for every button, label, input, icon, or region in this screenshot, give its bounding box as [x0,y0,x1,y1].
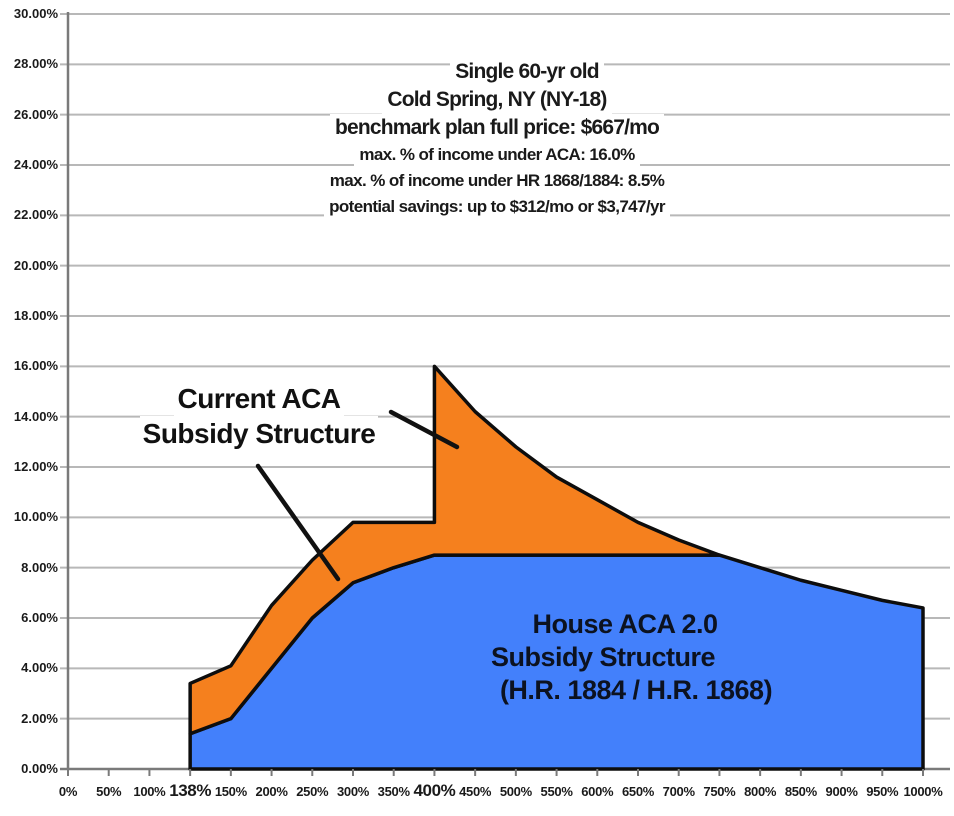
house-aca-label-line-1: House ACA 2.0 [532,609,718,639]
current-aca-area [188,364,722,736]
x-tick-label: 100% [133,784,166,799]
y-tick-label: 16.00% [13,358,58,374]
y-tick-label: 0.00% [21,761,58,776]
x-tick-label: 900% [825,784,858,799]
house-aca-label-line-2: Subsidy Structure [490,642,716,672]
current-aca-label-line-2: Subsidy Structure [109,416,409,451]
house-aca-label: House ACA 2.0 Subsidy Structure (H.R. 18… [455,608,795,707]
y-tick-label: 20.00% [13,257,58,273]
title-line-3: benchmark plan full price: $667/mo [68,114,926,142]
y-tick-label: 4.00% [21,660,58,676]
x-tick-label: 138% [169,781,212,800]
x-tick-label: 800% [744,784,777,799]
annotation-line-lower [255,463,341,582]
x-tick-label: 0% [58,784,78,799]
x-tick-label: 1000% [903,784,943,799]
x-tick-label: 150% [214,784,247,799]
y-tick-label: 18.00% [13,308,58,323]
y-tick-label: 14.00% [13,408,58,424]
annotation-line-upper [388,409,460,450]
y-tick-label: 8.00% [21,559,58,575]
x-tick-label: 200% [255,784,288,799]
x-tick-label: 850% [784,784,817,799]
current-aca-label-line-1: Current ACA [109,381,409,416]
chart-title-block: Single 60-yr old Cold Spring, NY (NY-18)… [68,58,926,220]
x-tick-label: 50% [96,784,122,799]
y-tick-label: 26.00% [13,106,58,122]
y-tick-label: 12.00% [13,459,58,474]
title-line-6: potential savings: up to $312/mo or $3,7… [68,194,926,220]
x-tick-label: 350% [377,784,410,799]
x-tick-label: 650% [621,784,655,799]
y-tick-label: 22.00% [13,207,58,223]
y-tick-label: 24.00% [13,157,58,172]
x-tick-label: 450% [459,784,492,799]
y-tick-label: 2.00% [21,710,58,726]
title-line-2: Cold Spring, NY (NY-18) [68,86,926,114]
title-line-5: max. % of income under HR 1868/1884: 8.5… [68,168,926,194]
x-tick-label: 700% [662,784,695,799]
y-tick-label: 28.00% [13,56,58,72]
y-tick-label: 6.00% [21,610,58,625]
x-tick-label: 500% [499,784,532,799]
x-tick-label: 750% [703,784,736,799]
current-aca-label: Current ACA Subsidy Structure [109,381,409,451]
x-tick-label: 600% [581,784,614,799]
x-tick-label: 250% [296,784,329,799]
x-tick-label: 300% [336,784,370,799]
x-tick-label: 400% [413,781,456,800]
y-tick-label: 10.00% [13,509,58,525]
x-tick-label: 950% [866,784,899,799]
y-tick-label: 30.00% [13,6,58,21]
house-aca-label-line-3: (H.R. 1884 / H.R. 1868) [499,675,773,705]
title-line-1: Single 60-yr old [68,58,926,86]
title-line-4: max. % of income under ACA: 16.0% [68,142,926,168]
x-tick-label: 550% [540,784,573,799]
